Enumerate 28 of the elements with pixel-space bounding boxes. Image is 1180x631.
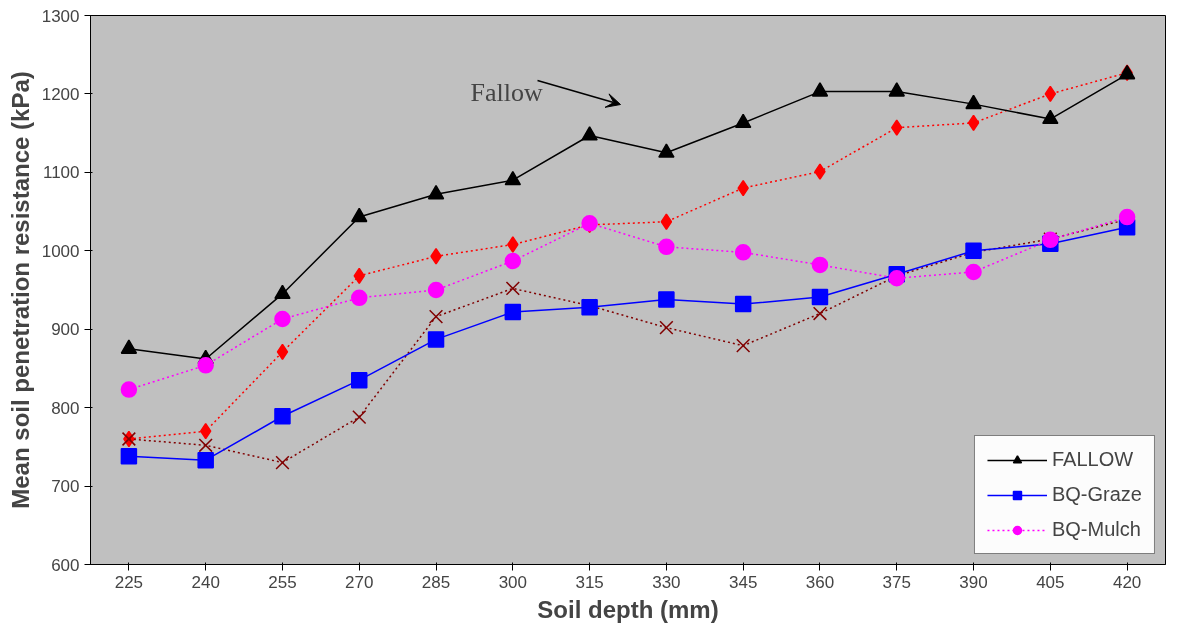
x-tick-label: 240 [191,572,220,592]
x-tick-label: 390 [959,572,988,592]
x-tick-label: 285 [421,572,451,592]
x-tick-label: 405 [1036,572,1065,592]
x-tick-label: 330 [652,572,681,592]
y-tick-label: 1300 [41,6,80,26]
annotation: Fallow [470,78,543,107]
x-tick-label: 300 [498,572,528,592]
x-tick-label: 270 [345,572,374,592]
x-tick-label: 225 [114,572,144,592]
y-tick-label: 800 [51,398,80,418]
y-tick-label: 1000 [41,241,80,261]
x-tick-label: 375 [882,572,911,592]
y-tick-label: 1100 [42,163,80,183]
x-tick-label: 315 [575,572,604,592]
x-tick-label: 420 [1112,572,1142,592]
x-tick-label: 345 [729,572,758,592]
x-tick-label: 255 [268,572,297,592]
legend-label: FALLOW [1051,448,1134,471]
y-tick-label: 700 [51,477,80,497]
y-axis-title: Mean soil penetration resistance (kPa) [6,71,34,509]
x-axis-title: Soil depth (mm) [537,595,719,623]
y-tick-label: 900 [51,320,80,340]
legend-label: BQ-Mulch [1051,518,1141,541]
y-tick-label: 600 [51,555,80,575]
x-tick-label: 360 [805,572,835,592]
y-tick-label: 1200 [41,84,80,104]
legend-label: BQ-Graze [1051,483,1142,506]
